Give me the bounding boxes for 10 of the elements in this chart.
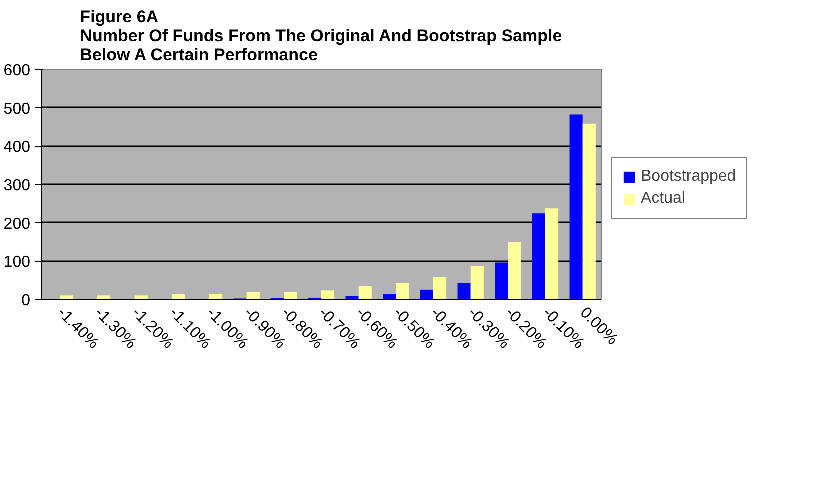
y-tick-label: 400 [4, 139, 31, 156]
chart-title: Figure 6A Number Of Funds From The Original And Bootstrap Sample Below A Certain Performance [80, 8, 562, 64]
legend-label: Bootstrapped [641, 168, 736, 186]
y-tick-label: 200 [4, 216, 31, 233]
y-tick-label: 100 [4, 254, 31, 272]
y-tick-label: 0 [22, 292, 31, 310]
y-tick-label: 600 [4, 62, 31, 80]
y-tick-label: 500 [4, 100, 31, 118]
legend-label: Actual [641, 190, 686, 208]
y-tick-label: 300 [4, 178, 31, 194]
